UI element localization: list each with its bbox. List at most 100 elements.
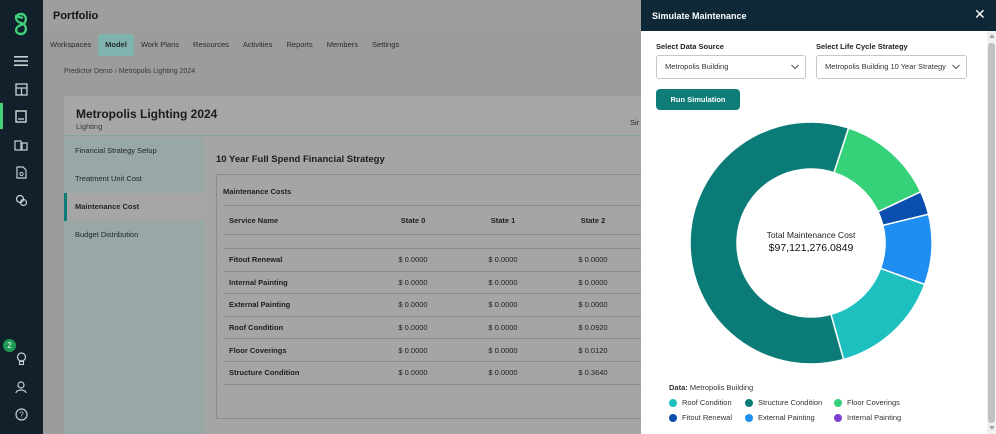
legend-item-fitout-renewal[interactable]: Fitout Renewal: [669, 413, 732, 422]
data-source-label: Select Data Source: [656, 42, 724, 51]
cell-value: $ 0.3640: [578, 368, 608, 378]
cell-value: $ 0.0000: [398, 277, 428, 287]
table-spacer: [223, 235, 663, 249]
cell-value: $ 0.0000: [488, 255, 518, 265]
col-service-name: Service Name: [229, 215, 279, 225]
data-source-select[interactable]: Metropolis Building: [656, 55, 806, 79]
cell-service: Floor Coverings: [229, 345, 287, 355]
strategy-sidebar: Financial Strategy Setup Treatment Unit …: [64, 137, 204, 434]
table-row: External Painting $ 0.0000 $ 0.0000 $ 0.…: [223, 294, 663, 317]
table-row: Roof Condition $ 0.0000 $ 0.0000 $ 0.092…: [223, 317, 663, 340]
user-icon[interactable]: [12, 378, 30, 396]
col-state-1: State 1: [490, 215, 516, 225]
sidebar-item-budget-distribution[interactable]: Budget Distribution: [75, 230, 139, 239]
cell-value: $ 0.0000: [398, 255, 428, 265]
analytics-icon[interactable]: [12, 191, 30, 209]
table-row: Internal Painting $ 0.0000 $ 0.0000 $ 0.…: [223, 272, 663, 295]
legend-swatch: [834, 398, 842, 407]
donut-center: Total Maintenance Cost $97,121,276.0849: [681, 230, 941, 254]
svg-text:?: ?: [19, 410, 24, 419]
scroll-down-icon[interactable]: [989, 426, 995, 430]
run-simulation-button[interactable]: Run Simulation: [656, 89, 740, 110]
left-rail: 2 ?: [0, 0, 43, 434]
app-title: Portfolio: [53, 10, 99, 22]
breadcrumb[interactable]: Predictor Demo › Metropolis Lighting 202…: [64, 68, 196, 75]
legend-swatch: [834, 413, 842, 422]
cell-value: $ 0.0000: [488, 300, 518, 310]
total-cost-label: Total Maintenance Cost: [766, 230, 856, 240]
legend-swatch: [669, 413, 677, 422]
data-prefix: Data:: [669, 383, 688, 392]
scrollbar-thumb[interactable]: [988, 43, 995, 423]
maintenance-costs-panel: Maintenance Costs Service Name State 0 S…: [216, 174, 666, 419]
legend-swatch: [745, 398, 753, 407]
lightbulb-icon[interactable]: [12, 350, 30, 368]
donut-slice-external-painting[interactable]: [879, 213, 933, 286]
cell-value: $ 0.0000: [398, 345, 428, 355]
legend-item-floor-coverings[interactable]: Floor Coverings: [834, 398, 900, 407]
card-title: Metropolis Lighting 2024: [76, 107, 218, 121]
tab-activities[interactable]: Activities: [242, 40, 273, 49]
donut-slice-structure-condition[interactable]: [689, 121, 850, 365]
tab-resources[interactable]: Resources: [193, 40, 229, 49]
legend-label: Floor Coverings: [847, 398, 900, 407]
notification-badge: 2: [3, 339, 16, 352]
table-header: Service Name State 0 State 1 State 2: [223, 205, 663, 235]
legend-swatch: [745, 413, 753, 422]
document-icon[interactable]: [12, 163, 30, 181]
tab-workspaces[interactable]: Workspaces: [50, 40, 92, 49]
legend-item-external-painting[interactable]: External Painting: [745, 413, 815, 422]
cell-service: Internal Painting: [229, 277, 288, 287]
data-source-name: Metropolis Building: [689, 383, 754, 392]
cell-service: Roof Condition: [229, 323, 284, 333]
donut-slice-roof-condition[interactable]: [830, 267, 926, 361]
dialog-scrollbar[interactable]: [987, 31, 996, 434]
strategy-value: Metropolis Building 10 Year Strategy: [825, 62, 946, 71]
buildings-icon[interactable]: [12, 136, 30, 154]
table-row: Floor Coverings $ 0.0000 $ 0.0000 $ 0.01…: [223, 339, 663, 362]
legend-label: Roof Condition: [682, 398, 732, 407]
cell-value: $ 0.0000: [398, 323, 428, 333]
card-right-label: Sir: [630, 118, 640, 127]
model-icon[interactable]: [12, 107, 30, 125]
tab-work-plans[interactable]: Work Plans: [140, 40, 180, 49]
cell-value: $ 0.0000: [578, 300, 608, 310]
legend-item-roof-condition[interactable]: Roof Condition: [669, 398, 732, 407]
nav-tabs: Workspaces Model Work Plans Resources Ac…: [43, 34, 406, 56]
col-state-2: State 2: [580, 215, 606, 225]
tab-members[interactable]: Members: [326, 40, 359, 49]
help-icon[interactable]: ?: [12, 405, 30, 423]
cell-value: $ 0.0000: [488, 345, 518, 355]
chevron-down-icon: [952, 64, 960, 70]
maintenance-table: Service Name State 0 State 1 State 2 Fit…: [223, 205, 663, 385]
cell-service: Fitout Renewal: [229, 255, 283, 265]
cell-value: $ 0.0000: [488, 323, 518, 333]
sidebar-item-maintenance-cost[interactable]: Maintenance Cost: [64, 193, 204, 221]
col-state-0: State 0: [400, 215, 426, 225]
logo-icon[interactable]: [10, 12, 32, 36]
scroll-up-icon[interactable]: [989, 34, 995, 38]
legend-item-structure-condition[interactable]: Structure Condition: [745, 398, 822, 407]
cell-value: $ 0.0000: [488, 368, 518, 378]
card-subtitle: Lighting: [76, 122, 103, 131]
maintenance-costs-label: Maintenance Costs: [223, 187, 292, 196]
tab-reports[interactable]: Reports: [286, 40, 313, 49]
inventory-icon[interactable]: [12, 80, 30, 98]
data-source-value: Metropolis Building: [665, 62, 729, 71]
tab-model[interactable]: Model: [98, 34, 134, 56]
cell-value: $ 0.0000: [488, 277, 518, 287]
sidebar-item-treatment-unit-cost[interactable]: Treatment Unit Cost: [75, 174, 142, 183]
menu-icon[interactable]: [12, 52, 30, 70]
rail-active-indicator: [0, 103, 3, 129]
sidebar-item-financial-strategy-setup[interactable]: Financial Strategy Setup: [75, 146, 157, 155]
close-icon[interactable]: ✕: [974, 6, 986, 22]
cell-value: $ 0.0920: [578, 323, 608, 333]
strategy-title: 10 Year Full Spend Financial Strategy: [216, 154, 385, 165]
dialog-title: Simulate Maintenance: [652, 11, 747, 21]
tab-settings[interactable]: Settings: [372, 40, 400, 49]
legend-label: Structure Condition: [758, 398, 823, 407]
cell-value: $ 0.0000: [578, 277, 608, 287]
legend-item-internal-painting[interactable]: Internal Painting: [834, 413, 901, 422]
cell-value: $ 0.0000: [398, 368, 428, 378]
strategy-select[interactable]: Metropolis Building 10 Year Strategy: [816, 55, 967, 79]
